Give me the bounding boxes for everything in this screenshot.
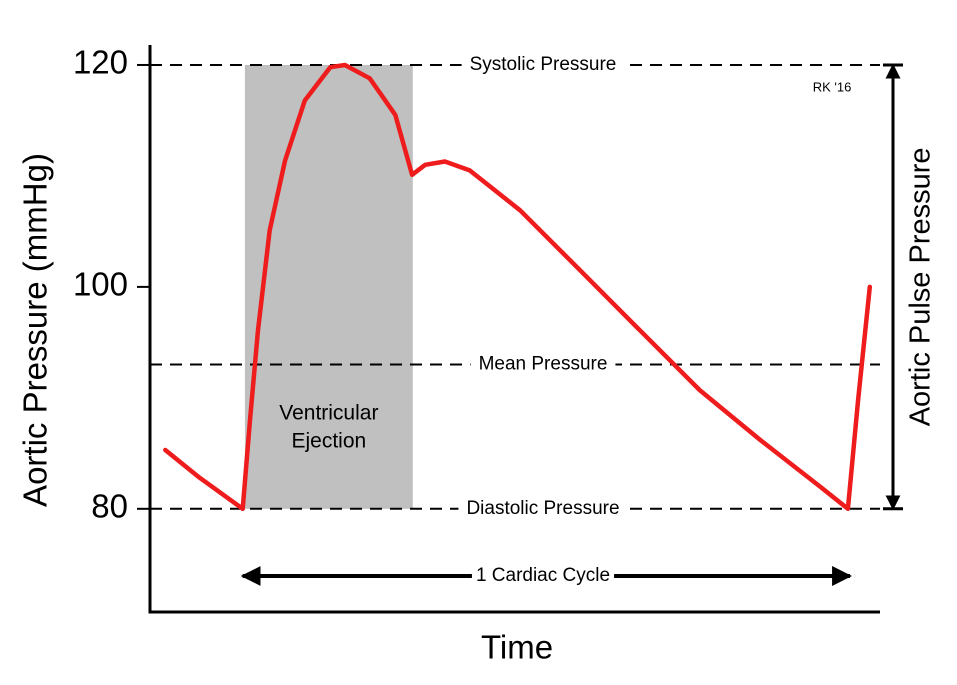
region-label: Ventricular [279, 402, 378, 425]
ventricular-ejection-region [244, 64, 413, 509]
label-background [471, 565, 615, 587]
y-axis-label: Aortic Pressure (mmHg) [17, 153, 54, 507]
region-label: Ejection [291, 430, 366, 453]
y-tick-label: 120 [73, 44, 128, 81]
reference-label: Mean Pressure [479, 354, 608, 375]
pulse-pressure-label: Aortic Pulse Pressure [905, 147, 937, 426]
label-background [470, 353, 616, 375]
reference-label: Systolic Pressure [470, 54, 617, 75]
x-axis-label: Time [481, 629, 553, 666]
label-background [458, 497, 628, 519]
credit: RK '16 [813, 79, 852, 94]
reference-label: Diastolic Pressure [466, 498, 619, 519]
cycle-label: 1 Cardiac Cycle [476, 565, 610, 586]
y-tick-label: 80 [91, 488, 128, 525]
pressure-curve [163, 62, 873, 512]
y-tick-label: 100 [73, 266, 128, 303]
label-background [461, 53, 625, 75]
